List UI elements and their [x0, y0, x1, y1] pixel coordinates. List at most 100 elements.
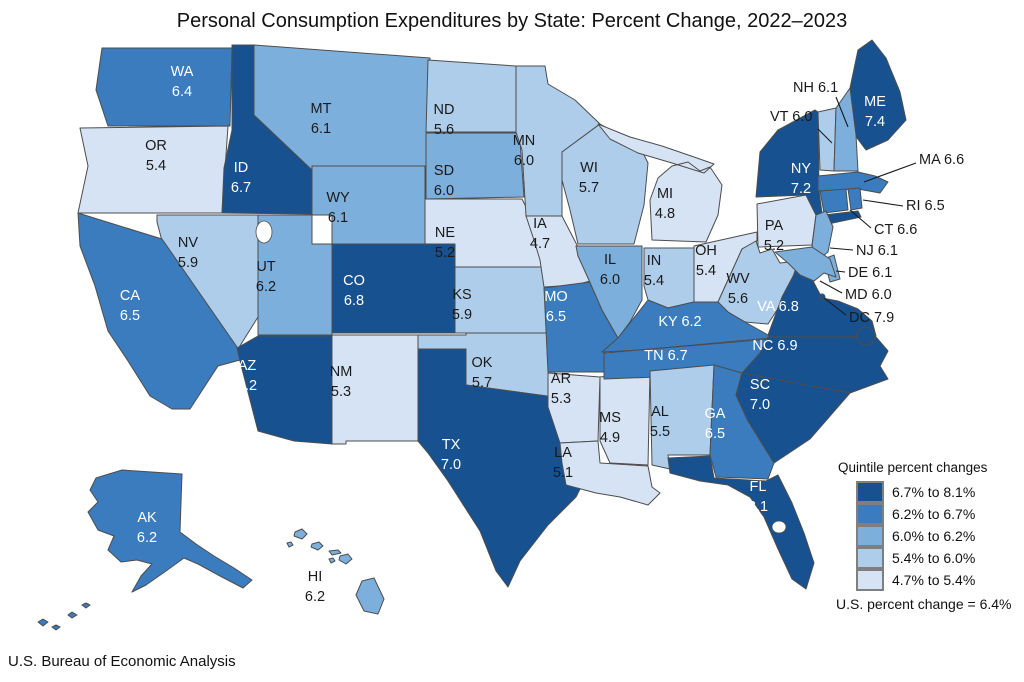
legend-row: 6.7% to 8.1%: [836, 481, 1012, 503]
legend-label-quintile-2: 6.2% to 6.7%: [892, 506, 976, 522]
state-dot-DC: [818, 293, 826, 301]
state-label-KY: KY 6.2: [658, 314, 701, 330]
callout-line-VT: [817, 128, 833, 144]
callout-line-NJ: [829, 247, 854, 251]
state-shape-WA: [95, 47, 233, 127]
state-label-WI: WI 5.7: [579, 160, 599, 196]
state-shape-VT: [817, 107, 837, 172]
state-label-NY: NY 7.2: [791, 161, 811, 197]
legend: Quintile percent changes 6.7% to 8.1% 6.…: [836, 460, 1012, 612]
legend-label-quintile-3: 6.0% to 6.2%: [892, 528, 976, 544]
state-label-AZ: AZ 7.2: [237, 358, 257, 394]
legend-row: 4.7% to 5.4%: [836, 569, 1012, 591]
state-label-SC: SC 7.0: [750, 377, 770, 413]
state-label-WY: WY 6.1: [326, 190, 350, 226]
callout-line-DC: [823, 297, 847, 316]
state-label-WV: WV 5.6: [726, 271, 750, 307]
state-label-IA: IA 4.7: [530, 216, 550, 252]
callout-line-MD: [819, 280, 843, 294]
state-label-ID: ID 6.7: [231, 160, 251, 196]
legend-swatch-quintile-1: [856, 481, 884, 503]
callout-line-RI: [862, 199, 904, 207]
state-label-OR: OR 5.4: [145, 138, 167, 174]
state-circle-DC: [856, 326, 876, 346]
state-label-AK: AK 6.2: [137, 510, 157, 546]
state-label-NM: NM 5.3: [330, 364, 353, 400]
state-shape-ME: [849, 39, 907, 151]
state-shape-AK: [37, 469, 253, 631]
state-label-VT: VT 6.0: [770, 109, 812, 125]
legend-swatch-quintile-2: [856, 503, 884, 525]
legend-row: 6.2% to 6.7%: [836, 503, 1012, 525]
state-label-MO: MO 6.5: [544, 289, 567, 325]
state-label-CT: CT 6.6: [874, 222, 917, 238]
state-label-DE: DE 6.1: [848, 265, 892, 281]
state-label-CA: CA 6.5: [120, 288, 140, 324]
state-shape-MI: [597, 123, 723, 243]
state-label-UT: UT 6.2: [256, 259, 276, 295]
state-label-AL: AL 5.5: [650, 404, 670, 440]
state-label-AR: AR 5.3: [551, 371, 571, 407]
legend-title: Quintile percent changes: [838, 460, 988, 475]
state-label-SD: SD 6.0: [434, 163, 454, 199]
state-label-TX: TX 7.0: [441, 437, 461, 473]
state-label-OK: OK 5.7: [472, 355, 493, 391]
state-label-ME: ME 7.4: [864, 94, 886, 130]
state-shape-LA: [559, 440, 661, 506]
legend-label-quintile-4: 5.4% to 6.0%: [892, 550, 976, 566]
legend-label-quintile-5: 4.7% to 5.4%: [892, 572, 976, 588]
legend-swatch-quintile-5: [856, 569, 884, 591]
page-title: Personal Consumption Expenditures by Sta…: [176, 10, 848, 32]
state-shape-KY: [601, 299, 771, 353]
state-shape-FL: [667, 455, 815, 590]
state-shape-NC: [741, 336, 889, 394]
state-shape-NJ: [811, 210, 834, 261]
state-label-MS: MS 4.9: [599, 410, 621, 446]
state-label-HI: HI 6.2: [305, 569, 325, 605]
callout-line-DE: [835, 270, 846, 273]
state-shape-SD: [425, 132, 525, 200]
lake-okeechobee: [771, 520, 787, 534]
state-label-LA: LA 5.1: [553, 445, 573, 481]
state-shape-RI: [847, 187, 863, 211]
state-label-RI: RI 6.5: [906, 198, 945, 214]
state-label-TN: TN 6.7: [644, 348, 688, 364]
state-shapes: [37, 39, 907, 631]
lakes: [255, 220, 787, 534]
legend-swatch-quintile-3: [856, 525, 884, 547]
state-shape-OR: [77, 125, 229, 214]
state-label-MT: MT 6.1: [311, 101, 332, 137]
state-label-NV: NV 5.9: [178, 235, 198, 271]
state-label-CO: CO 6.8: [343, 273, 365, 309]
state-label-MN: MN 6.0: [513, 133, 536, 169]
callout-line-NH: [835, 96, 849, 128]
state-label-KS: KS 5.9: [452, 287, 472, 323]
state-label-PA: PA 5.2: [764, 218, 784, 254]
callout-line-CT: [849, 209, 872, 229]
state-shape-TX: [417, 348, 591, 588]
state-label-FL: FL 8.1: [748, 479, 768, 515]
source-attribution: U.S. Bureau of Economic Analysis: [8, 653, 236, 670]
state-label-ND: ND 5.6: [434, 102, 455, 138]
state-shape-HI: [286, 528, 385, 615]
legend-row: 5.4% to 6.0%: [836, 547, 1012, 569]
state-labels: WA 6.4 OR 5.4 ID 6.7 MT 6.1 WY 6.1 NV 5.9 UT 6.2 CA 6.5…: [120, 64, 964, 605]
state-label-NJ: NJ 6.1: [856, 243, 898, 259]
state-shape-NH: [833, 87, 859, 172]
legend-swatch-quintile-4: [856, 547, 884, 569]
state-label-VA: VA 6.8: [757, 299, 799, 315]
state-label-WA: WA 6.4: [171, 64, 194, 100]
state-shape-AZ: [236, 335, 333, 445]
state-shape-MD: [774, 246, 837, 282]
state-shape-CT: [819, 188, 849, 214]
great-salt-lake: [255, 220, 273, 244]
state-label-OH: OH 5.4: [695, 243, 717, 279]
state-label-NH: NH 6.1: [793, 80, 838, 96]
state-shape-SC: [735, 372, 851, 464]
state-label-IL: IL 6.0: [600, 252, 620, 288]
state-label-GA: GA 6.5: [705, 406, 726, 442]
state-label-IN: IN 5.4: [644, 253, 664, 289]
us-percent-change-note: U.S. percent change = 6.4%: [836, 596, 1012, 612]
